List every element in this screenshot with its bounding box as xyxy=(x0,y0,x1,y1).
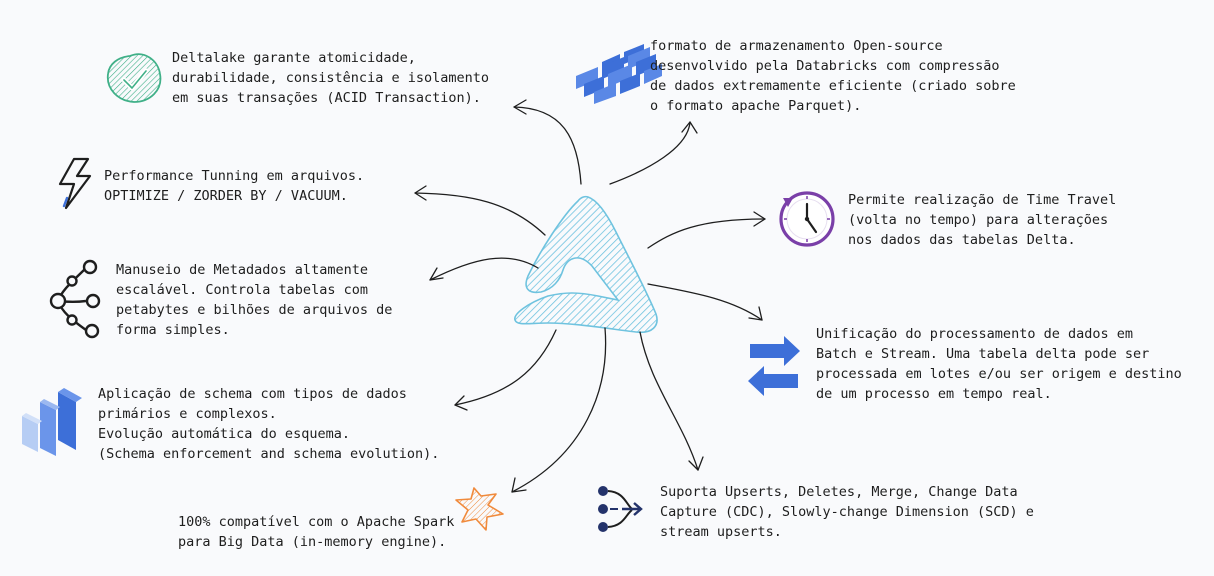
parquet-text-line: formato de armazenamento Open-source xyxy=(650,38,943,54)
timetravel-text-line: nos dados das tabelas Delta. xyxy=(848,232,1076,248)
arrow-to-timetravel xyxy=(647,211,766,249)
arrow-to-schema xyxy=(454,329,557,411)
perf-text-line: Performance Tunning em arquivos. xyxy=(104,168,365,184)
bidirectional-arrows-icon xyxy=(748,336,800,396)
unify-text-line: Batch e Stream. Uma tabela delta pode se… xyxy=(816,346,1150,362)
schema-feature-text: Aplicação de schema com tipos de dados pr… xyxy=(98,384,439,464)
timetravel-text-line: (volta no tempo) para alterações xyxy=(848,212,1109,228)
time-travel-feature-text: Permite realização de Time Travel (volta … xyxy=(848,190,1116,250)
unify-text-line: de um processo em tempo real. xyxy=(816,386,1052,402)
unify-text-line: Unificação do processamento de dados em xyxy=(816,326,1133,342)
upserts-text-line: Capture (CDC), Slowly-change Dimension (… xyxy=(660,504,1034,520)
schema-text-line: (Schema enforcement and schema evolution… xyxy=(98,446,440,462)
arrow-to-spark xyxy=(511,327,607,493)
acid-text-line: em suas transações (ACID Transaction). xyxy=(172,90,481,106)
arrow-to-perf xyxy=(414,185,546,236)
parquet-feature-text: formato de armazenamento Open-source dese… xyxy=(650,36,1016,116)
metadata-text-line: forma simples. xyxy=(116,322,230,338)
metadata-text-line: escalável. Controla tabelas com xyxy=(116,282,368,298)
perf-text-line: OPTIMIZE / ZORDER BY / VACUUM. xyxy=(104,188,348,204)
clock-icon xyxy=(779,191,835,247)
unify-text-line: processada em lotes e/ou ser origem e de… xyxy=(816,366,1182,382)
stacked-layers-icon xyxy=(22,388,82,456)
spark-text-line: 100% compatível com o Apache Spark xyxy=(178,514,455,530)
arrow-to-metadata xyxy=(429,257,539,281)
spark-text-line: para Big Data (in-memory engine). xyxy=(178,534,447,550)
arrow-to-parquet xyxy=(609,121,698,185)
performance-feature-text: Performance Tunning em arquivos. OPTIMIZE… xyxy=(104,166,364,206)
arrow-to-upserts xyxy=(639,331,704,471)
arrow-to-acid xyxy=(513,99,582,185)
tree-nodes-icon xyxy=(49,259,101,339)
parquet-text-line: desenvolvido pela Databricks com compres… xyxy=(650,58,1000,74)
upserts-text-line: Suporta Upserts, Deletes, Merge, Change … xyxy=(660,484,1018,500)
schema-text-line: primários e complexos. xyxy=(98,406,277,422)
metadata-text-line: petabytes e bilhões de arquivos de xyxy=(116,302,393,318)
spark-star-icon xyxy=(455,487,504,531)
acid-feature-text: Deltalake garante atomicidade, durabilida… xyxy=(172,48,489,108)
parquet-text-line: o formato apache Parquet). xyxy=(650,98,862,114)
unify-batch-stream-feature-text: Unificação do processamento de dados em B… xyxy=(816,324,1182,404)
lightning-icon xyxy=(58,157,92,210)
spark-compat-feature-text: 100% compatível com o Apache Spark para B… xyxy=(178,512,454,552)
metadata-feature-text: Manuseio de Metadados altamente escalável… xyxy=(116,260,392,340)
columnar-storage-icon xyxy=(576,44,662,104)
acid-text-line: Deltalake garante atomicidade, xyxy=(172,50,416,66)
schema-text-line: Aplicação de schema com tipos de dados xyxy=(98,386,407,402)
arrow-to-unify xyxy=(647,283,763,321)
acid-text-line: durabilidade, consistência e isolamento xyxy=(172,70,489,86)
check-badge-icon xyxy=(106,53,162,103)
timetravel-text-line: Permite realização de Time Travel xyxy=(848,192,1117,208)
parquet-text-line: de dados extremamente eficiente (criado … xyxy=(650,78,1016,94)
upserts-feature-text: Suporta Upserts, Deletes, Merge, Change … xyxy=(660,482,1034,542)
upserts-text-line: stream upserts. xyxy=(660,524,782,540)
merge-flow-icon xyxy=(598,486,643,532)
delta-lake-logo-icon xyxy=(514,195,658,334)
schema-text-line: Evolução automática do esquema. xyxy=(98,426,350,442)
metadata-text-line: Manuseio de Metadados altamente xyxy=(116,262,368,278)
connector-arrows xyxy=(414,99,766,493)
